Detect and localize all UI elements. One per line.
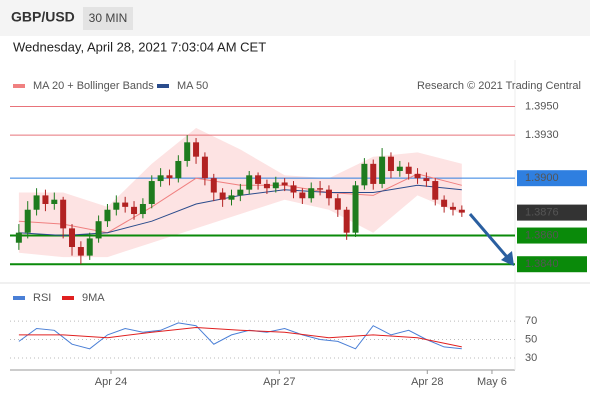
candle-body	[60, 199, 67, 229]
candle-body	[15, 232, 22, 243]
candle-body	[246, 175, 253, 190]
candle-body	[423, 178, 430, 182]
candle-body	[290, 185, 297, 193]
x-tick-label: Apr 24	[95, 376, 127, 388]
candle-body	[122, 202, 129, 207]
candle-body	[441, 199, 448, 207]
candle-body	[201, 156, 208, 179]
candle-body	[95, 221, 102, 239]
level-label: 1.3930	[525, 129, 559, 141]
forecast-arrowhead	[501, 251, 514, 266]
x-tick-label: May 6	[477, 376, 507, 388]
legend-label: MA 20 + Bollinger Bands	[33, 80, 154, 92]
x-tick-label: Apr 28	[411, 376, 443, 388]
candle-body	[432, 181, 439, 200]
candle-body	[237, 189, 244, 196]
candle-body	[86, 238, 93, 256]
candle-body	[379, 156, 386, 184]
level-box	[517, 170, 587, 187]
candle-body	[308, 188, 315, 199]
candle-body	[131, 206, 138, 215]
candle-body	[387, 156, 394, 172]
level-label: 1.3876	[525, 207, 559, 219]
y-tick-label: 30	[525, 352, 537, 364]
candle-body	[175, 160, 182, 179]
legend-label: 9MA	[82, 292, 105, 304]
level-label: 1.3860	[525, 229, 559, 241]
candle-body	[361, 163, 368, 186]
indicator-line	[18, 326, 462, 348]
candle-body	[24, 209, 31, 233]
interval[interactable]: 30 MIN	[89, 11, 128, 25]
symbol: GBP/USD	[11, 9, 75, 25]
level-label: 1.3900	[525, 172, 559, 184]
credit: Research © 2021 Trading Central	[417, 80, 581, 92]
candle-body	[396, 166, 403, 172]
candle-body	[334, 198, 341, 210]
candle-body	[51, 199, 58, 204]
candle-body	[299, 192, 306, 199]
candle-body	[449, 206, 456, 210]
candle-body	[33, 195, 40, 210]
level-label: 1.3950	[525, 100, 559, 112]
legend-swatch	[13, 296, 25, 300]
candle-body	[325, 189, 332, 199]
y-tick-label: 70	[525, 315, 537, 327]
legend-swatch	[157, 84, 169, 88]
level-box	[517, 256, 587, 273]
interval-badge[interactable]	[83, 7, 133, 30]
candle-body	[184, 142, 191, 161]
candle-body	[414, 173, 421, 179]
candle-body	[42, 195, 49, 204]
timestamp: Wednesday, April 28, 2021 7:03:04 AM CET	[13, 39, 266, 54]
forecast-arrow	[468, 213, 509, 258]
candle-body	[69, 228, 76, 248]
candle-body	[157, 175, 164, 182]
x-tick-label: Apr 27	[263, 376, 295, 388]
candle-body	[139, 203, 146, 215]
candle-body	[317, 188, 324, 190]
candle-body	[281, 182, 288, 186]
level-box	[517, 227, 587, 244]
candle-body	[352, 185, 359, 233]
candle-body	[458, 209, 465, 213]
candle-body	[166, 175, 173, 179]
legend-swatch	[62, 296, 74, 300]
candle-body	[263, 183, 270, 189]
candle-body	[77, 247, 84, 256]
candle-body	[228, 195, 235, 200]
candle-body	[219, 192, 226, 200]
y-tick-label: 50	[525, 333, 537, 345]
candle-body	[405, 166, 412, 174]
plot-layer: MA 20 + Bollinger Bands MA 50 Research © 2…	[10, 80, 587, 388]
candle-body	[113, 202, 120, 210]
level-box	[517, 204, 587, 221]
candle-body	[255, 175, 262, 184]
candle-body	[148, 181, 155, 204]
candle-body	[193, 142, 200, 157]
legend-label: MA 50	[177, 80, 208, 92]
level-label: 1.3840	[525, 258, 559, 270]
legend-swatch	[13, 84, 25, 88]
candle-body	[210, 178, 217, 193]
candle-body	[104, 209, 111, 222]
legend-label: RSI	[33, 292, 51, 304]
candle-body	[272, 182, 279, 189]
candle-body	[370, 163, 377, 184]
indicator-line	[18, 322, 462, 350]
candle-body	[343, 209, 350, 233]
